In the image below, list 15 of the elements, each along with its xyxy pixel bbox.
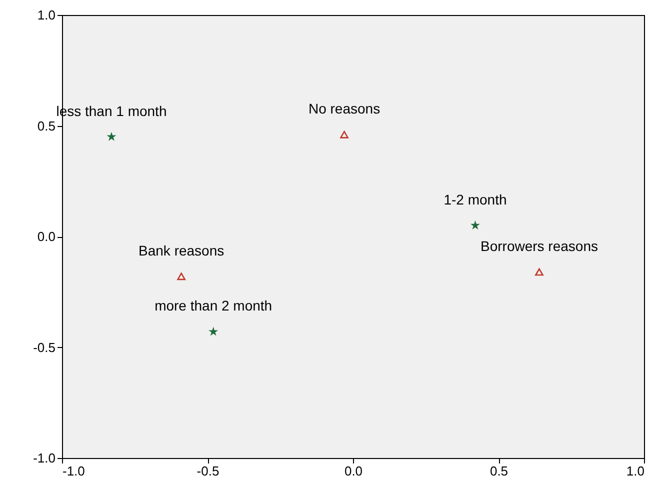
annotation: more than 2 month <box>154 298 272 314</box>
x-tick-label: 1.0 <box>626 464 644 478</box>
x-tick-label: -0.5 <box>196 464 220 478</box>
y-tick-label: 0.5 <box>37 118 56 134</box>
y-tick-label: -0.5 <box>33 340 56 355</box>
annotation: 1-2 month <box>444 191 507 208</box>
x-tick-label: 0.5 <box>490 464 508 478</box>
y-tick-label: 1.0 <box>37 8 56 22</box>
y-tick-label: -1.0 <box>33 450 56 466</box>
x-tick-label: 0.0 <box>344 464 363 478</box>
annotation: No reasons <box>308 100 380 117</box>
annotation: Bank reasons <box>138 242 224 258</box>
annotation: Borrowers reasons <box>480 238 598 254</box>
x-tick-label: -1.0 <box>62 464 85 478</box>
y-tick-label: 0.0 <box>37 229 56 244</box>
